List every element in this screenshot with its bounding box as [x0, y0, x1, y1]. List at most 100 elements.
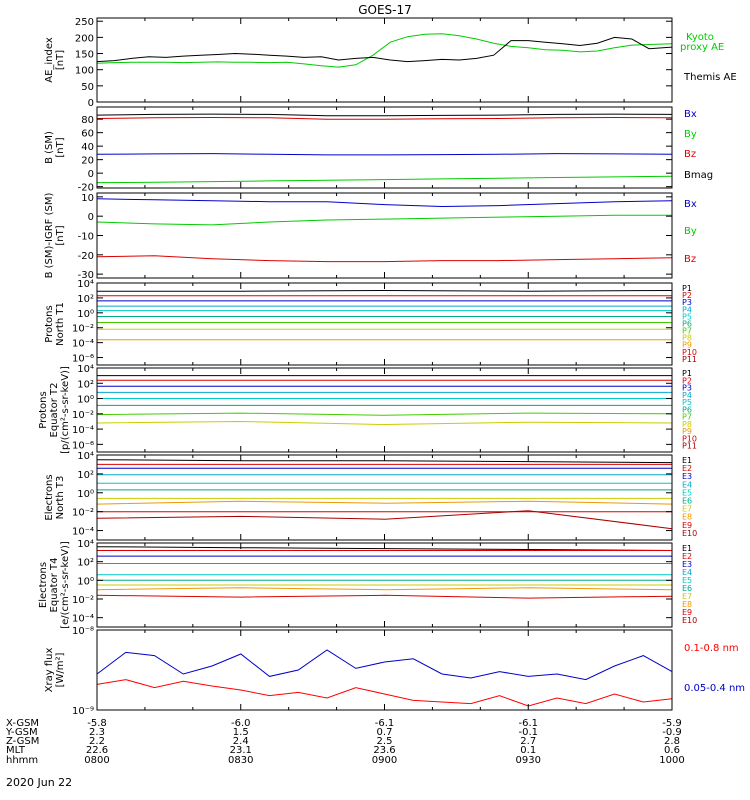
legend-entry: By: [684, 129, 697, 140]
panel-2: -20 0 20 40 60 80 B (SM) [nT] Bx By Bz Bmag: [44, 106, 713, 194]
y-tick-label: 10⁰: [77, 576, 94, 587]
legend-entry: P4: [682, 305, 692, 314]
y-tick-label: 10: [81, 193, 94, 204]
legend-entry: Bz: [684, 149, 696, 160]
ephemeris-row-label: Z-GSM: [6, 736, 39, 747]
series-line-2-3: [96, 116, 673, 120]
y-tick-label: 20: [81, 156, 94, 167]
y-tick-label: 10⁻²: [72, 324, 94, 335]
legend-entry: P1: [682, 369, 692, 378]
ephemeris-value: -5.9: [662, 718, 682, 729]
ephemeris-value: 0900: [372, 755, 397, 766]
panel-6: 10⁻⁴ 10⁻² 10⁰ 10² 10⁴ Electrons North T3 E1E2E3…: [44, 451, 697, 541]
ephemeris-value: 1000: [659, 755, 684, 766]
legend-entry: P7: [682, 327, 692, 336]
ephemeris-row-label: hhmm: [6, 755, 38, 766]
y-tick-label: 60: [81, 129, 94, 140]
y-tick-label: 10²: [77, 379, 94, 390]
y-tick-label: 10⁻⁴: [72, 339, 94, 350]
y-tick-label: 50: [81, 82, 94, 93]
series-line-7-9: [96, 594, 673, 599]
legend-entry: E1: [682, 456, 692, 465]
ephemeris-value: 23.6: [373, 745, 395, 756]
y-axis-label: [W/m²]: [55, 652, 66, 687]
legend-entry: P3: [682, 384, 692, 393]
legend-entry: proxy AE: [680, 42, 724, 53]
legend-entry: E3: [682, 560, 692, 569]
ephemeris-value: -0.1: [518, 727, 538, 738]
legend-entry: P5: [682, 398, 692, 407]
legend-entry: E7: [682, 592, 692, 601]
y-tick-label: 10⁰: [77, 489, 94, 500]
series-line-3-3: [96, 255, 673, 263]
y-tick-label: 10⁻⁹: [72, 706, 94, 717]
y-axis-label: [nT]: [55, 50, 66, 70]
ephemeris-value: 2.3: [89, 727, 105, 738]
legend-entry: E4: [682, 568, 692, 577]
y-tick-label: 10⁻²: [72, 508, 94, 519]
y-tick-label: 10⁰: [77, 309, 94, 320]
panel-frame: [96, 192, 673, 279]
y-axis-label: [e/(cm²-s-sr-keV)]: [60, 541, 71, 629]
panel-4: 10⁻⁶ 10⁻⁴ 10⁻² 10⁰ 10² 10⁴ Protons North T1 P1P2…: [44, 279, 697, 366]
legend-entry: P9: [682, 427, 692, 436]
y-tick-label: 10⁻²: [72, 410, 94, 421]
ephemeris-value: 0800: [84, 755, 109, 766]
y-axis-label: Electrons: [38, 562, 49, 608]
y-axis-label: B (SM): [44, 131, 55, 164]
ephemeris-value: 0.1: [520, 745, 536, 756]
series-line-6-8: [96, 500, 673, 505]
ephemeris-value: 0930: [516, 755, 541, 766]
legend-entry: P1: [682, 284, 692, 293]
y-tick-label: 0: [88, 98, 94, 109]
legend-entry: P10: [682, 434, 697, 443]
series-line-2-1: [96, 153, 673, 156]
legend-entry: Bz: [684, 254, 696, 265]
legend-entry: P10: [682, 348, 697, 357]
y-axis-label: B (SM)-IGRF (SM): [44, 193, 55, 279]
legend-entry: E1: [682, 544, 692, 553]
y-tick-label: 10⁴: [77, 279, 94, 290]
legend-entry: P11: [682, 442, 697, 451]
series-line-1-2: [96, 36, 673, 63]
y-axis-label: AE_index: [44, 37, 55, 83]
ephemeris-value: -6.0: [231, 718, 251, 729]
y-tick-label: 10⁴: [77, 539, 94, 550]
legend-entry: E6: [682, 584, 692, 593]
y-tick-label: -30: [78, 270, 94, 281]
series-line-1-1: [96, 33, 673, 68]
ephemeris-value: -6.1: [375, 718, 395, 729]
series-line-2-4: [96, 113, 673, 117]
y-axis-label: Protons: [38, 391, 49, 428]
panel-3: -30 -20 -10 0 10 B (SM)-IGRF (SM) [nT] Bx By Bz: [44, 192, 697, 281]
y-tick-label: 40: [81, 142, 94, 153]
legend-entry: By: [684, 226, 697, 237]
legend-entry: P6: [682, 405, 692, 414]
legend-3: Bx By Bz: [684, 199, 697, 265]
legend-entry: Themis AE: [683, 72, 737, 83]
panel-frame: [96, 17, 673, 103]
legend-entry: Bmag: [684, 170, 713, 181]
panel-frame: [96, 629, 673, 711]
y-tick-label: 10⁴: [77, 451, 94, 462]
series-line-5-8: [96, 420, 673, 426]
y-tick-label: -20: [78, 251, 94, 262]
legend-entry: 0.05-0.4 nm: [684, 683, 745, 694]
y-tick-label: 10⁴: [77, 364, 94, 375]
legend-entry: P7: [682, 413, 692, 422]
series-line-4-1: [97, 289, 673, 292]
ephemeris-value: 1.5: [233, 727, 249, 738]
legend-entry: E2: [682, 464, 692, 473]
y-tick-label: 0: [88, 169, 94, 180]
ephemeris-value: 2.2: [89, 736, 105, 747]
ephemeris-value: 2.7: [520, 736, 536, 747]
date-label: 2020 Jun 22: [6, 776, 72, 789]
y-tick-label: 150: [75, 50, 94, 61]
ephemeris-value: 0.6: [664, 745, 680, 756]
